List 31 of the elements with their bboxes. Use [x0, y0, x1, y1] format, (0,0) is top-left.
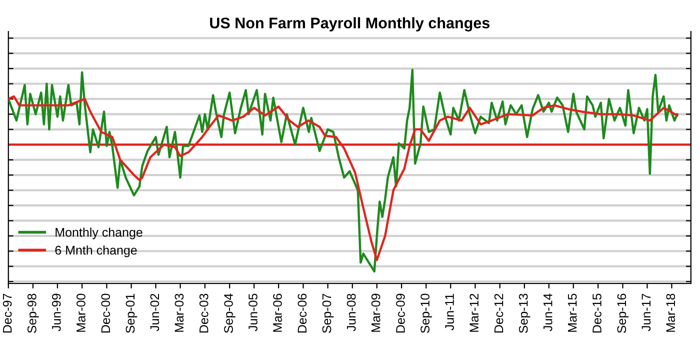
x-tick-label: Dec-06 — [298, 294, 307, 332]
x-tick-label: Mar-15 — [568, 294, 577, 332]
x-tick-label: Sep-10 — [420, 294, 432, 333]
x-tick-label: Jun-02 — [150, 294, 160, 332]
x-tick-label: Dec-03 — [199, 294, 208, 332]
x-tick-label: Dec-15 — [592, 294, 602, 332]
x-tick-label: Jun-17 — [642, 294, 651, 332]
x-tick-label: Sep-07 — [322, 294, 334, 333]
x-tick-label: Jun-05 — [248, 294, 258, 332]
x-tick-label: Sep-13 — [518, 294, 530, 333]
x-tick-label: Sep-16 — [617, 294, 629, 333]
x-tick-label: Mar-03 — [174, 294, 184, 332]
x-tick-label: Dec-09 — [396, 294, 405, 332]
x-tick-label: Mar-12 — [470, 294, 479, 332]
x-tick-label: Dec-97 — [2, 294, 12, 332]
legend-label: 6 Mnth change — [55, 245, 137, 258]
x-tick-label: Sep-98 — [27, 294, 39, 333]
x-tick-label: Mar-06 — [273, 294, 282, 332]
chart-title: US Non Farm Payroll Monthly changes — [210, 17, 490, 32]
x-tick-label: Mar-09 — [371, 294, 380, 332]
x-tick-label: Jun-14 — [544, 294, 552, 332]
x-tick-label: Sep-01 — [126, 294, 138, 333]
x-tick-label: Sep-04 — [224, 294, 236, 333]
x-tick-label: Dec-00 — [101, 294, 110, 332]
x-tick-label: Jun-11 — [445, 294, 454, 330]
x-tick-label: Jun-08 — [346, 294, 356, 332]
x-tick-label: Jun-99 — [52, 294, 61, 332]
legend-label: Monthly change — [56, 228, 142, 240]
x-tick-label: Mar-00 — [76, 294, 86, 332]
x-tick-label: Mar-18 — [666, 294, 676, 332]
x-tick-label: Dec-12 — [494, 294, 504, 332]
